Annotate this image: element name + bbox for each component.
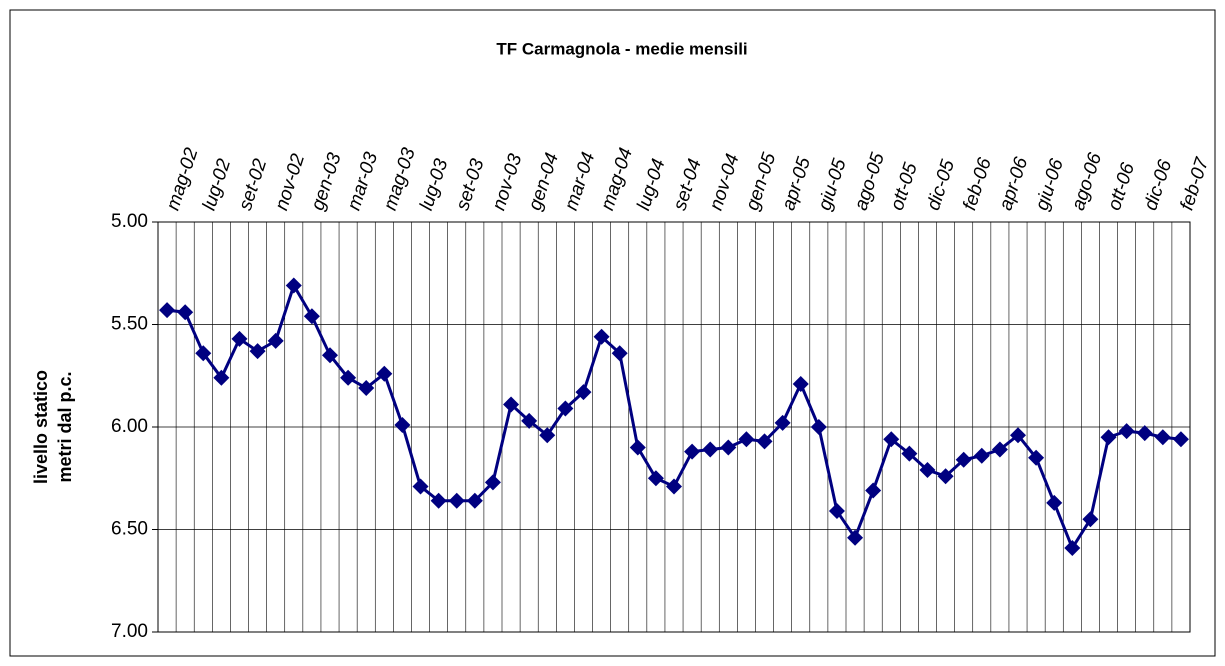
data-point [466,492,483,509]
data-point [937,468,954,485]
data-point [1172,431,1189,448]
data-point [1046,494,1063,511]
data-point [177,304,194,321]
data-point [503,396,520,413]
y-tick-label: 5.00 [111,211,148,232]
data-point [666,478,682,495]
data-point [955,451,972,468]
data-point [1136,425,1153,442]
data-point [195,345,212,362]
data-point [720,439,737,456]
data-point [991,441,1008,458]
data-point [647,470,664,487]
data-point [901,445,918,462]
data-point [883,431,900,448]
data-point [267,332,284,349]
data-point [376,365,393,382]
data-point [394,416,411,433]
data-point [1064,539,1081,556]
data-point [484,474,501,491]
chart-title: TF Carmagnola - medie mensili [496,39,747,58]
data-point [539,427,556,444]
data-point [521,412,538,429]
data-point [557,400,574,417]
data-point [322,347,338,364]
data-point [412,478,429,495]
y-tick-label: 6.00 [111,416,148,437]
data-point [1028,449,1045,466]
data-point [285,277,302,294]
data-point [847,529,864,546]
data-point [738,431,755,448]
y-axis-title: livello statico [31,370,51,484]
data-point [575,384,592,401]
data-point [919,462,936,479]
data-point [1118,423,1135,440]
data-point [702,441,719,458]
data-point [1082,511,1099,528]
data-point [249,343,266,360]
y-tick-label: 7.00 [111,621,148,642]
data-point [303,308,320,325]
data-point [756,433,773,450]
data-point [231,330,248,347]
data-point [448,492,465,509]
data-point [340,369,357,386]
data-point [430,492,447,509]
data-point [792,375,809,392]
data-point [611,345,628,362]
data-point [1010,427,1026,444]
data-point [1154,429,1171,446]
data-point [358,380,375,397]
y-axis-title: metri dal p.c. [55,371,75,482]
data-point [159,302,176,319]
y-tick-label: 6.50 [111,519,148,540]
data-point [629,439,646,456]
data-point [973,447,990,464]
data-point [684,443,701,460]
data-point [865,482,882,499]
data-point [774,414,791,431]
data-point [1100,429,1117,446]
data-point [593,328,610,345]
y-tick-label: 5.50 [111,314,148,335]
data-point [213,369,230,386]
data-point [828,503,845,520]
plot-border [157,221,1191,633]
data-point [810,419,827,435]
